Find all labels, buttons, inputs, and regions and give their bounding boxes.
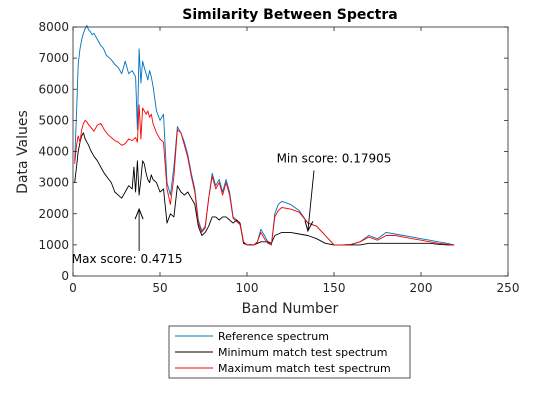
axes: 0 50 100 150 200 250 0 1000 2000 3000 4000 5000 6000… [38,20,519,295]
legend-box [168,325,411,379]
y-tick-label: 4000 [38,145,69,159]
legend: Reference spectrum Minimum match test spe… [168,325,411,379]
legend-entry-3: Maximum match test spectrum [218,362,391,375]
annotation-arrowhead-min [304,220,314,233]
y-tick-label: 7000 [38,51,69,65]
annotation-arrowhead-max [134,207,144,220]
legend-entry-1: Reference spectrum [218,330,329,343]
chart-title: Similarity Between Spectra [182,7,397,23]
x-tick-label: 150 [323,281,346,295]
x-tick-label: 100 [236,281,259,295]
y-tick-label: 0 [61,269,69,283]
x-tick-label: 50 [152,281,167,295]
series-line-3 [74,104,455,246]
annotation-label-min: Min score: 0.17905 [277,151,392,165]
x-tick-label: 200 [410,281,433,295]
plot-area [74,24,455,246]
annotations: Min score: 0.17905 Max score: 0.4715 [72,151,392,266]
y-tick-label: 3000 [38,176,69,190]
x-tick-label: 0 [69,281,77,295]
y-tick-label: 1000 [38,238,69,252]
y-axis-title: Data Values [15,110,31,194]
y-tick-label: 2000 [38,207,69,221]
x-axis-title: Band Number [242,301,339,317]
x-tick-label: 250 [497,281,520,295]
annotation-label-max: Max score: 0.4715 [72,252,183,266]
y-tick-label: 5000 [38,113,69,127]
series-line-2 [74,132,455,246]
y-tick-label: 8000 [38,20,69,34]
annotation-arrow-min [307,170,315,231]
legend-entry-2: Minimum match test spectrum [218,346,387,359]
y-tick-label: 6000 [38,82,69,96]
